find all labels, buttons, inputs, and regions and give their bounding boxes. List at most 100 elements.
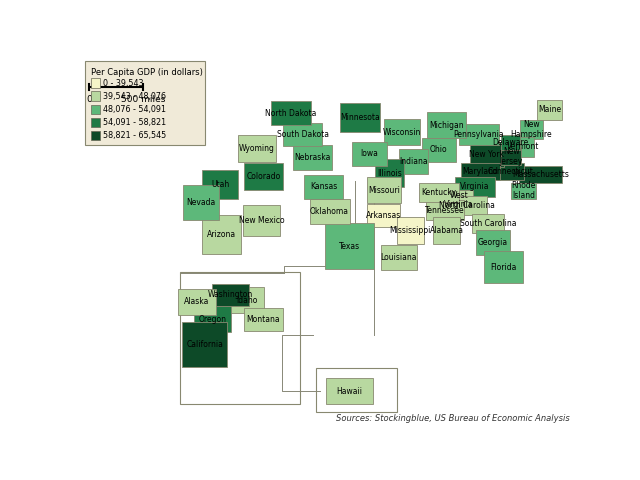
Text: 0 - 39,543: 0 - 39,543 — [103, 79, 143, 87]
Bar — [212, 284, 249, 306]
Bar — [243, 205, 280, 236]
Text: 48,076 - 54,091: 48,076 - 54,091 — [103, 105, 166, 114]
Text: Georgia: Georgia — [477, 238, 508, 247]
Bar — [325, 223, 374, 269]
Text: South Carolina: South Carolina — [460, 219, 516, 228]
Bar — [501, 147, 521, 166]
Text: Mississippi: Mississippi — [390, 227, 431, 235]
Bar — [511, 183, 536, 199]
Text: Colorado: Colorado — [246, 172, 280, 181]
Bar — [238, 134, 276, 162]
Bar — [86, 61, 205, 144]
Text: Nebraska: Nebraska — [294, 153, 331, 162]
Text: Virginia: Virginia — [460, 182, 490, 192]
Text: Washington: Washington — [207, 290, 253, 299]
Bar — [178, 288, 216, 315]
Text: North Dakota: North Dakota — [266, 108, 317, 118]
Bar — [244, 164, 283, 191]
Text: Alabama: Alabama — [429, 227, 463, 235]
Bar — [426, 201, 464, 220]
Text: Florida: Florida — [490, 263, 516, 272]
Text: Kansas: Kansas — [310, 182, 337, 192]
Bar — [304, 175, 342, 199]
Text: Maryland: Maryland — [463, 167, 499, 176]
Text: 500 miles: 500 miles — [121, 95, 165, 104]
Bar — [519, 166, 562, 183]
Bar — [419, 183, 459, 202]
Text: Vermont: Vermont — [507, 143, 539, 151]
Text: 58,821 - 65,545: 58,821 - 65,545 — [103, 131, 166, 140]
Text: Texas: Texas — [339, 242, 360, 251]
Text: Utah: Utah — [211, 180, 229, 189]
Bar — [202, 216, 241, 254]
Text: Tennessee: Tennessee — [425, 205, 465, 215]
Text: Alaska: Alaska — [184, 297, 210, 306]
Bar — [446, 196, 488, 215]
Text: Hawaii: Hawaii — [337, 386, 362, 396]
Text: Ohio: Ohio — [430, 145, 448, 155]
Bar — [180, 272, 300, 404]
Bar — [484, 251, 523, 283]
Bar — [511, 137, 534, 156]
Bar — [459, 124, 499, 145]
Bar — [284, 123, 322, 146]
Bar — [455, 177, 495, 197]
Text: Nevada: Nevada — [186, 198, 216, 207]
Bar — [433, 217, 460, 244]
Text: Sources: Stockingblue, US Bureau of Economic Analysis: Sources: Stockingblue, US Bureau of Econ… — [336, 414, 570, 423]
Text: Michigan: Michigan — [429, 121, 464, 130]
Bar — [445, 191, 473, 210]
Bar — [183, 185, 219, 220]
Bar — [244, 308, 283, 331]
Bar — [230, 287, 264, 313]
Bar — [397, 217, 424, 244]
Text: South Dakota: South Dakota — [276, 130, 328, 139]
Bar — [472, 214, 504, 233]
Text: Iowa: Iowa — [361, 149, 378, 158]
Bar — [520, 120, 543, 139]
Bar — [422, 138, 456, 162]
Text: Arizona: Arizona — [207, 230, 236, 239]
Bar — [367, 204, 399, 227]
Text: 54,091 - 58,821: 54,091 - 58,821 — [103, 118, 166, 127]
Bar — [271, 101, 311, 125]
Text: Connecticut: Connecticut — [488, 167, 533, 176]
Bar — [91, 118, 100, 127]
Text: New
Jersey: New Jersey — [500, 147, 523, 166]
Text: Maine: Maine — [538, 106, 561, 114]
Text: Massachusetts: Massachusetts — [512, 170, 569, 179]
Bar — [352, 142, 387, 166]
Bar — [340, 103, 380, 132]
Text: Indiana: Indiana — [399, 157, 428, 166]
Text: New York: New York — [469, 150, 504, 159]
Bar — [293, 145, 332, 170]
Bar — [381, 245, 417, 270]
Bar — [182, 323, 227, 367]
Bar — [399, 149, 428, 174]
Text: Illinois: Illinois — [377, 168, 402, 178]
Bar — [476, 230, 509, 255]
Text: Kentucky: Kentucky — [421, 188, 456, 197]
Text: New Mexico: New Mexico — [239, 216, 285, 225]
Bar — [470, 142, 504, 167]
Text: Arkansas: Arkansas — [366, 211, 401, 220]
Bar — [461, 163, 500, 180]
Bar — [538, 99, 562, 120]
Bar — [194, 306, 231, 333]
Bar — [202, 170, 238, 199]
Text: Wisconsin: Wisconsin — [383, 128, 421, 137]
Bar — [310, 199, 349, 224]
Text: 0: 0 — [86, 95, 92, 104]
Text: Oregon: Oregon — [198, 315, 227, 324]
Text: Delaware: Delaware — [492, 138, 529, 147]
Bar — [326, 378, 372, 404]
Bar — [501, 134, 520, 150]
Text: New
Hampshire: New Hampshire — [511, 120, 552, 139]
Bar — [367, 177, 401, 203]
Text: 39,543 - 48,076: 39,543 - 48,076 — [103, 92, 166, 101]
Text: Missouri: Missouri — [368, 186, 400, 194]
Bar — [91, 131, 100, 140]
Text: Idaho: Idaho — [236, 296, 258, 305]
Bar — [91, 78, 100, 88]
Text: North Carolina: North Carolina — [438, 201, 495, 210]
